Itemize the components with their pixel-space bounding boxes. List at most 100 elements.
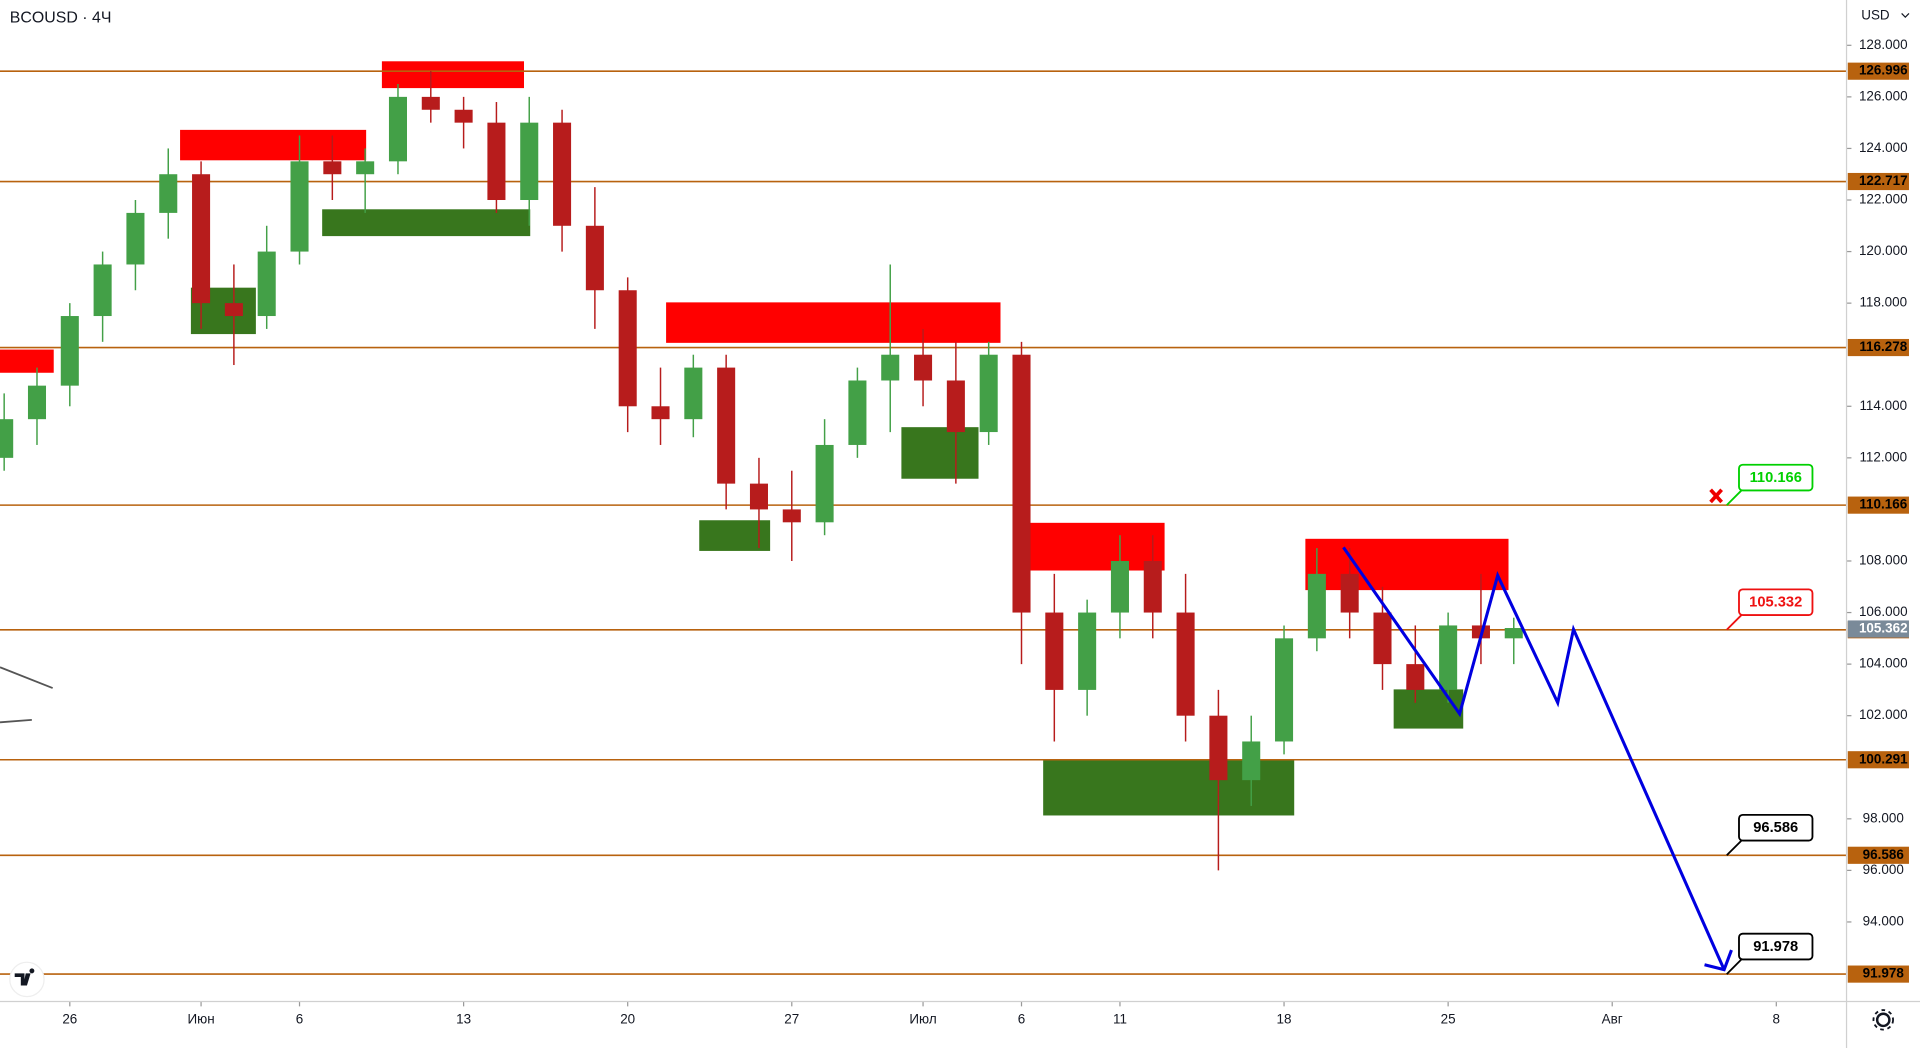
candle-body	[1012, 354, 1031, 613]
candle-body	[914, 354, 933, 381]
x-tick-label: Авг	[1602, 1011, 1623, 1026]
candle-body	[585, 225, 604, 291]
level-tag-label: 100.291	[1859, 751, 1908, 766]
candle-body	[487, 122, 506, 201]
level-tag	[1847, 172, 1909, 191]
currency-caret[interactable]	[1901, 13, 1910, 19]
candle-body	[1307, 573, 1326, 639]
candle-body	[159, 174, 178, 213]
candle-body	[1340, 573, 1359, 613]
candle-body	[1242, 741, 1261, 781]
level-tag	[1847, 496, 1909, 514]
settings-gear[interactable]	[1872, 1009, 1894, 1031]
y-tick-label: 114.000	[1859, 398, 1907, 413]
zone	[1305, 538, 1509, 591]
level-tag-label: 91.978	[1863, 966, 1905, 981]
candle-body	[979, 354, 998, 433]
y-tick-label: 106.000	[1859, 604, 1908, 619]
x-tick-label: 27	[784, 1011, 799, 1026]
zones-layer	[0, 61, 1509, 816]
level-tag	[1847, 751, 1909, 769]
x-tick-label: 8	[1773, 1011, 1780, 1026]
candle-body	[520, 122, 539, 201]
candle-body	[290, 161, 309, 252]
currency-label[interactable]: USD	[1861, 7, 1890, 22]
callout-label: 105.332	[1749, 595, 1802, 611]
x-tick-label: Июн	[187, 1011, 214, 1026]
callout-box	[1738, 588, 1814, 617]
candle-body	[93, 264, 112, 317]
candle-body	[1143, 560, 1162, 613]
zone	[666, 302, 1001, 343]
callout-pointer	[1726, 839, 1743, 856]
callout-label: 110.166	[1750, 470, 1802, 486]
candle-body	[1110, 560, 1129, 613]
y-tick-label: 122.000	[1859, 192, 1908, 207]
callout-label: 96.586	[1753, 820, 1798, 836]
y-tick-label: 120.000	[1859, 243, 1908, 258]
level-tag	[1847, 846, 1909, 864]
level-tag-label: 122.717	[1859, 173, 1908, 188]
y-tick-label: 94.000	[1863, 914, 1904, 929]
level-tag	[1847, 338, 1909, 357]
candle-body	[684, 367, 703, 420]
x-tick-label: Июл	[909, 1011, 936, 1026]
last-price-label: 105.362	[1859, 621, 1908, 636]
candle-body	[388, 96, 408, 162]
candle-body	[1439, 625, 1458, 690]
y-tick-label: 124.000	[1859, 140, 1908, 155]
candle-body	[421, 96, 440, 110]
candle-body	[27, 385, 47, 420]
y-tick-label: 128.000	[1859, 37, 1908, 52]
candle-body	[1078, 612, 1097, 690]
zone	[180, 129, 367, 161]
callout-pointer	[1726, 489, 1743, 506]
candle-body	[1504, 628, 1523, 639]
projection-path	[1342, 546, 1726, 971]
candle-body	[717, 367, 736, 484]
candle-body	[1045, 612, 1064, 690]
trend-line	[0, 666, 53, 689]
candle-body	[749, 483, 768, 510]
callout-box	[1738, 463, 1814, 492]
zone	[381, 61, 524, 89]
zone	[1393, 689, 1464, 729]
zone	[0, 349, 54, 373]
symbol-title: BCOUSD · 4Ч	[10, 10, 112, 27]
y-tick-label: 98.000	[1863, 810, 1904, 825]
candle-body	[1275, 638, 1294, 742]
red-x-icon	[1709, 488, 1723, 504]
candle-body	[553, 122, 572, 226]
candle-body	[618, 290, 637, 407]
candle-body	[1209, 715, 1228, 781]
callout-box	[1738, 813, 1814, 842]
x-tick-label: 18	[1277, 1011, 1292, 1026]
candle-body	[257, 251, 276, 317]
zone	[322, 209, 531, 237]
x-tick-label: 13	[456, 1011, 471, 1026]
candle-body	[1176, 612, 1195, 716]
y-tick-label: 96.000	[1863, 862, 1904, 877]
last-price-tag	[1847, 620, 1909, 638]
level-tag-label: 116.278	[1859, 339, 1907, 354]
y-tick-label: 118.000	[1859, 295, 1907, 310]
level-tag-label: 96.586	[1863, 847, 1904, 862]
callout-label: 91.978	[1753, 939, 1798, 955]
callout-pointer	[1726, 614, 1743, 631]
tradingview-logo[interactable]	[9, 961, 45, 998]
level-tag-label: 110.166	[1859, 497, 1907, 512]
level-tag	[1847, 62, 1909, 80]
candle-body	[454, 109, 473, 123]
overlay-layer: 94.000 96.000 98.000 102.000 104.000 106.000 1…	[62, 37, 1909, 1026]
candle-body	[60, 316, 79, 386]
candle-body	[356, 161, 375, 175]
trend-line	[0, 718, 32, 724]
candle-body	[946, 380, 965, 433]
candle-body	[1373, 612, 1392, 665]
x-tick-label: 6	[1018, 1011, 1025, 1026]
zone	[1021, 522, 1165, 571]
candle-body	[126, 212, 145, 265]
